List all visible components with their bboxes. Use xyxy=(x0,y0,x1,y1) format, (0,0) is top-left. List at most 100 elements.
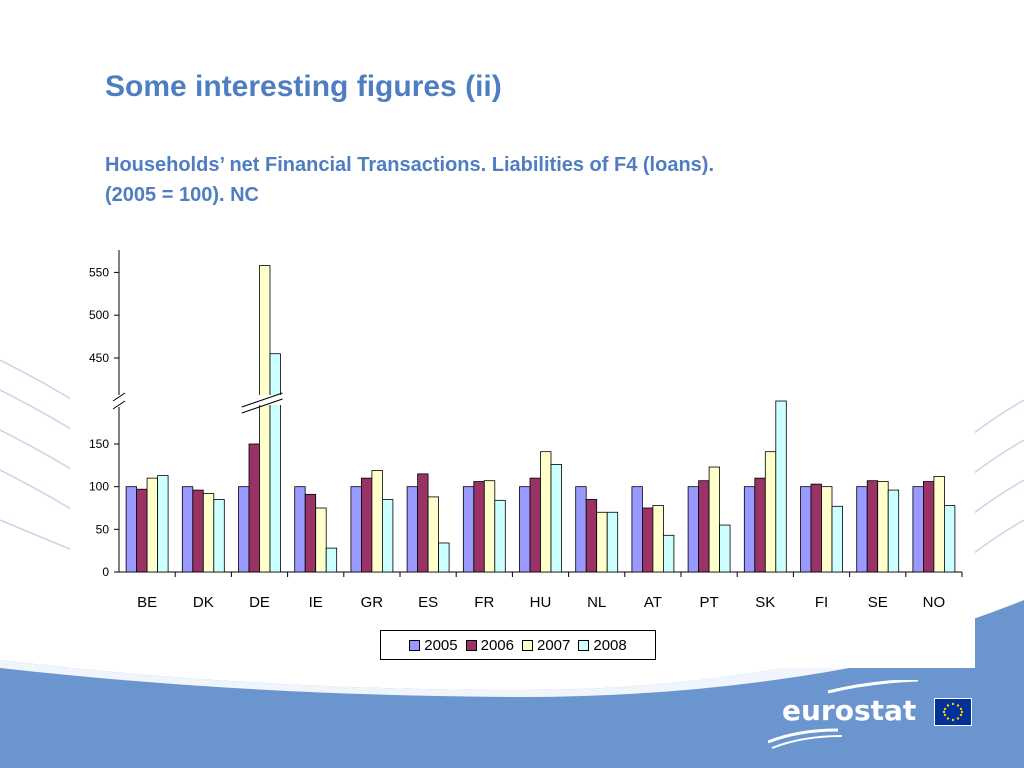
bar-HU-2007 xyxy=(540,451,552,573)
bar-DK-2008 xyxy=(213,499,225,573)
slide-title: Some interesting figures (ii) xyxy=(105,70,502,103)
bar-BE-2006 xyxy=(136,488,148,573)
bar-ES-2007 xyxy=(427,496,440,573)
bar-SE-2006 xyxy=(866,480,879,573)
bar-IE-2008 xyxy=(325,547,338,573)
bar-HU-2006 xyxy=(529,477,541,573)
x-tick-label-AT: AT xyxy=(644,594,662,611)
bar-SK-2008 xyxy=(775,400,787,573)
y-tick-label-150: 150 xyxy=(89,437,109,451)
bar-SE-2008 xyxy=(887,489,900,573)
bar-AT-2008 xyxy=(663,534,675,573)
eu-flag-icon xyxy=(934,698,972,726)
plot-area: 0 50 100 150 450 500 550 BE DK DE IE GR ES FR HU NL AT PT… xyxy=(89,250,963,611)
bar-AT-2006 xyxy=(642,507,654,573)
bar-SK-2006 xyxy=(754,477,766,573)
bar-FI-2008 xyxy=(831,505,843,573)
legend-swatch-2007 xyxy=(522,639,533,651)
bar-NO-2005 xyxy=(912,486,924,573)
bar-FI-2005 xyxy=(800,486,812,573)
bar-DK-2005 xyxy=(181,486,194,573)
bar-DE-2007 xyxy=(259,265,271,573)
x-tick-label-FR: FR xyxy=(474,594,494,611)
bar-break-gap-DE xyxy=(245,395,285,405)
bar-SK-2005 xyxy=(743,486,756,573)
x-tick-label-DE: DE xyxy=(249,594,270,611)
bar-IE-2005 xyxy=(294,486,306,573)
legend-item-2006: 2006 xyxy=(465,636,514,654)
bar-DE-2008 xyxy=(269,353,281,573)
bar-NL-2005 xyxy=(575,486,587,573)
legend-item-2008: 2008 xyxy=(578,636,627,654)
bar-DE-2005 xyxy=(238,486,250,573)
x-tick-label-ES: ES xyxy=(418,594,438,611)
bar-NL-2007 xyxy=(596,511,608,573)
bar-GR-2005 xyxy=(350,486,362,573)
x-tick-label-GR: GR xyxy=(361,594,384,611)
bar-break-mark-DE xyxy=(241,398,283,414)
chart-legend: 2005 2006 2007 2008 xyxy=(380,630,656,660)
bar-SE-2005 xyxy=(856,486,868,573)
subtitle-line-1: Households’ net Financial Transactions. … xyxy=(105,154,715,176)
bar-ES-2005 xyxy=(406,486,419,573)
bar-SK-2007 xyxy=(764,451,777,573)
legend-label-2006: 2006 xyxy=(480,636,514,654)
chart-white-panel xyxy=(70,235,975,668)
bar-GR-2007 xyxy=(371,470,383,573)
background-swoosh-lines xyxy=(0,359,1024,571)
bar-NL-2008 xyxy=(606,511,619,573)
bar-DE-2006 xyxy=(248,443,260,573)
bar-HU-2005 xyxy=(519,486,531,573)
legend-swatch-2005 xyxy=(409,639,421,651)
y-tick-label-0: 0 xyxy=(102,565,109,579)
x-tick-label-HU: HU xyxy=(530,594,552,611)
x-tick-label-IE: IE xyxy=(309,594,323,611)
x-tick-label-NO: NO xyxy=(923,594,946,611)
bar-NO-2007 xyxy=(933,476,945,573)
x-tick-label-BE: BE xyxy=(137,594,157,611)
bar-HU-2008 xyxy=(550,464,562,573)
bar-NO-2008 xyxy=(944,505,956,573)
bar-FI-2007 xyxy=(821,486,833,573)
slide-subtitle: Households’ net Financial Transactions. … xyxy=(105,150,965,210)
bar-ES-2006 xyxy=(417,473,429,573)
bar-IE-2007 xyxy=(315,507,327,573)
bar-PT-2005 xyxy=(687,486,699,573)
legend-item-2007: 2007 xyxy=(522,637,570,654)
x-tick-label-NL: NL xyxy=(587,594,606,611)
background-blue-band xyxy=(0,600,1024,768)
bar-DK-2007 xyxy=(202,493,215,573)
x-tick-label-PT: PT xyxy=(700,594,719,611)
x-tick-label-SK: SK xyxy=(755,594,775,611)
bar-NL-2006 xyxy=(585,499,598,573)
legend-item-2005: 2005 xyxy=(409,637,458,654)
bar-BE-2005 xyxy=(125,486,137,573)
bar-ES-2008 xyxy=(438,542,450,573)
y-axis-break-mark xyxy=(112,392,126,402)
y-tick-label-50: 50 xyxy=(96,522,110,536)
bar-FR-2005 xyxy=(462,486,475,573)
bar-BE-2008 xyxy=(157,475,169,573)
bar-GR-2008 xyxy=(381,499,394,573)
x-tick-label-FI: FI xyxy=(815,594,828,611)
x-tick-label-DK: DK xyxy=(193,594,214,611)
legend-swatch-2008 xyxy=(578,639,590,651)
bar-IE-2006 xyxy=(304,493,317,573)
legend-label-2008: 2008 xyxy=(593,636,627,654)
bar-FR-2006 xyxy=(473,481,485,573)
bar-SE-2007 xyxy=(877,481,889,573)
bar-FR-2008 xyxy=(494,499,506,573)
y-tick-label-550: 550 xyxy=(89,265,109,279)
bar-PT-2007 xyxy=(708,466,720,573)
logo-swoosh-icon xyxy=(768,680,919,749)
bar-DK-2006 xyxy=(192,489,204,573)
subtitle-line-2: (2005 = 100). NC xyxy=(105,184,259,206)
bar-NO-2006 xyxy=(923,481,935,573)
bar-AT-2005 xyxy=(631,486,643,573)
y-tick-label-500: 500 xyxy=(89,308,109,322)
y-tick-label-100: 100 xyxy=(89,480,109,494)
legend-swatch-2006 xyxy=(465,639,477,651)
bar-PT-2006 xyxy=(698,480,710,573)
